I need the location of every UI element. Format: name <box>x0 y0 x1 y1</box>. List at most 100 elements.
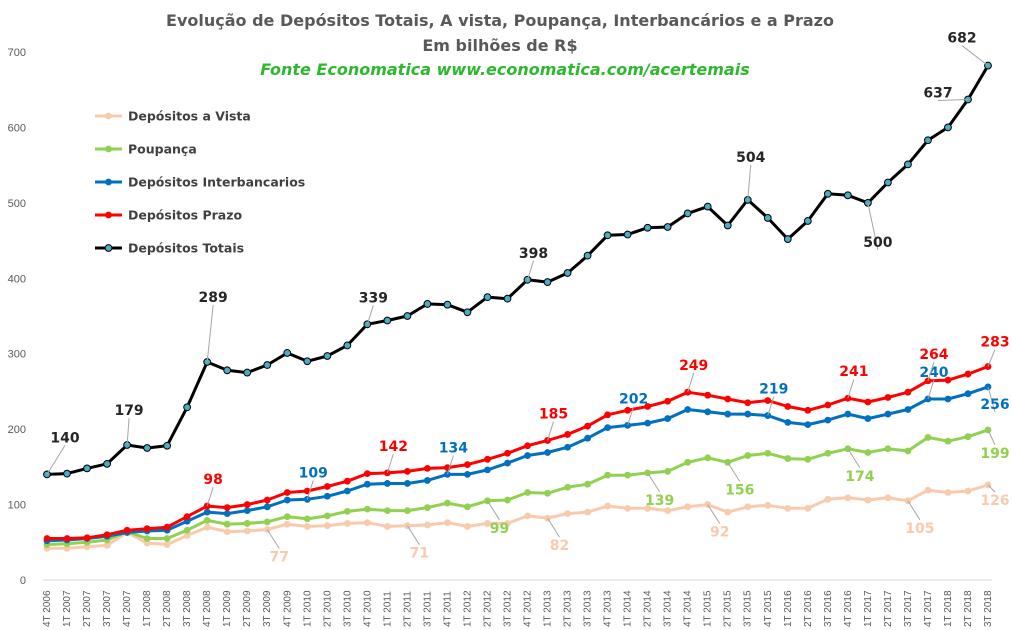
label-leader-line <box>907 500 921 521</box>
label-leader-line <box>386 453 394 474</box>
data-point <box>584 508 591 516</box>
data-point <box>544 514 551 522</box>
data-point <box>183 403 192 412</box>
x-tick-label: 1T 2013 <box>543 590 554 627</box>
data-label: 140 <box>50 430 79 446</box>
data-point <box>804 421 812 429</box>
data-point <box>163 535 171 542</box>
data-point <box>243 501 251 508</box>
data-point <box>424 464 431 472</box>
data-point <box>143 444 152 452</box>
data-point <box>964 370 972 378</box>
data-point <box>684 406 692 413</box>
data-point <box>824 449 832 457</box>
x-tick-label: 3T 2012 <box>502 590 513 627</box>
data-point <box>464 503 471 511</box>
data-point <box>143 535 151 542</box>
data-point <box>303 523 311 530</box>
data-point <box>363 519 371 527</box>
label-leader-line <box>266 529 280 549</box>
data-point <box>203 523 211 531</box>
data-point <box>824 401 832 409</box>
label-leader-line <box>487 500 500 521</box>
data-point <box>684 388 692 396</box>
label-leader-line <box>206 304 214 363</box>
label-leader-line <box>987 386 996 413</box>
data-point <box>804 504 812 512</box>
data-point <box>464 523 471 530</box>
x-tick-label: 4T 2010 <box>362 590 373 627</box>
data-point <box>683 209 692 218</box>
label-leader-line <box>867 202 879 250</box>
x-tick-label: 2T 2017 <box>883 590 894 627</box>
data-label: 199 <box>980 446 1009 462</box>
label-leader-line <box>627 406 635 426</box>
data-point <box>503 294 512 303</box>
data-point <box>484 520 491 527</box>
data-point <box>163 523 171 531</box>
data-point <box>844 494 852 502</box>
data-point <box>604 502 611 510</box>
label-leader-line <box>46 445 66 475</box>
x-tick-label: 1T 2012 <box>462 590 473 627</box>
data-point <box>283 489 291 496</box>
label-leader-line <box>927 379 935 400</box>
x-tick-label: 3T 2010 <box>342 590 353 627</box>
label-leader-line <box>206 486 214 507</box>
data-point <box>843 191 852 200</box>
x-tick-label: 1T 2009 <box>222 590 233 627</box>
data-point <box>723 221 732 230</box>
data-point <box>724 410 732 418</box>
label-leader-line <box>747 164 752 200</box>
data-point <box>484 455 491 463</box>
data-label: 82 <box>550 538 569 554</box>
x-tick-label: 2T 2010 <box>322 590 333 627</box>
data-point <box>784 403 792 410</box>
x-tick-label: 3T 2009 <box>262 590 273 627</box>
data-label: 339 <box>359 290 388 306</box>
data-label: 105 <box>905 521 934 537</box>
data-point <box>584 480 591 488</box>
x-tick-label: 3T 2016 <box>823 590 834 627</box>
data-point <box>323 512 331 520</box>
data-point <box>163 541 171 548</box>
data-point <box>964 487 972 495</box>
y-tick-label: 700 <box>8 47 26 59</box>
x-tick-label: 2T 2013 <box>563 590 574 627</box>
data-point <box>944 376 952 384</box>
data-point <box>804 455 812 463</box>
label-leader-line <box>847 379 855 399</box>
data-point <box>564 483 571 491</box>
data-point <box>864 496 872 504</box>
data-label: 289 <box>199 290 228 306</box>
data-point <box>544 449 551 456</box>
data-point <box>363 480 371 488</box>
x-tick-label: 2T 2011 <box>402 591 413 627</box>
x-tick-label: 4T 2017 <box>923 590 934 627</box>
label-leader-line <box>687 373 695 393</box>
data-point <box>763 214 772 222</box>
data-label: 71 <box>410 546 429 562</box>
data-point <box>783 235 792 243</box>
data-label: 126 <box>980 493 1009 509</box>
data-point <box>724 508 732 516</box>
data-point <box>103 459 111 468</box>
data-point <box>563 269 572 277</box>
data-point <box>363 505 371 513</box>
data-point <box>844 410 852 418</box>
data-point <box>223 520 231 528</box>
data-label: 185 <box>539 406 568 422</box>
legend-item: Depósitos Prazo <box>95 208 243 223</box>
y-tick-label: 100 <box>8 500 26 512</box>
data-point <box>343 520 351 527</box>
data-label: 240 <box>919 365 948 381</box>
x-tick-label: 3T 2007 <box>102 590 113 627</box>
legend-marker <box>105 178 112 186</box>
legend-marker <box>105 112 112 120</box>
legend-item: Poupança <box>95 142 197 157</box>
data-point <box>424 521 431 529</box>
label-leader-line <box>446 455 454 475</box>
data-point <box>203 517 211 524</box>
data-label: 264 <box>919 347 948 363</box>
